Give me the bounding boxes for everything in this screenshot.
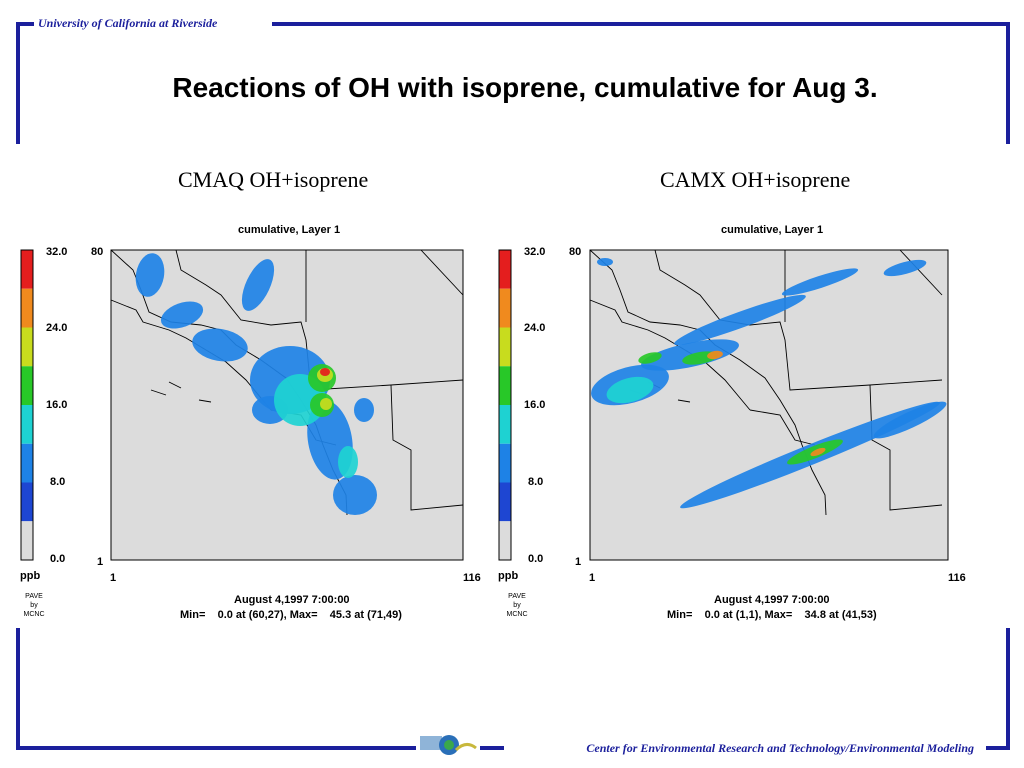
p1-plume-1 bbox=[241, 259, 275, 311]
p1-outline-2 bbox=[175, 249, 464, 391]
p2-credit-2: by bbox=[513, 602, 521, 609]
p1-tick-32: 32.0 bbox=[46, 246, 68, 258]
p1-minmax: Min= 0.0 at (60,27), Max= 45.3 at (71,49… bbox=[180, 609, 402, 621]
p1-outline-4 bbox=[420, 249, 464, 296]
p2-plume-8 bbox=[638, 352, 662, 364]
frame-bottom-end bbox=[986, 746, 1010, 750]
p1-unit: ppb bbox=[20, 570, 41, 582]
frame-bottom-right bbox=[480, 746, 504, 750]
frame-top-left bbox=[16, 22, 34, 26]
p2-colorbar-seg-6 bbox=[499, 482, 511, 522]
p2-unit: ppb bbox=[498, 570, 519, 582]
p2-outline-2 bbox=[654, 249, 943, 391]
university-label: University of California at Riverside bbox=[38, 16, 218, 30]
p1-tick-16: 16.0 bbox=[46, 399, 68, 411]
p2-outline-4 bbox=[899, 249, 943, 296]
p2-plume-3 bbox=[781, 268, 859, 296]
p2-plume-11 bbox=[810, 447, 826, 457]
p2-colorbar-seg-1 bbox=[499, 288, 511, 328]
p1-colorbar-seg-4 bbox=[21, 405, 33, 444]
frame-right-upper bbox=[1006, 22, 1010, 144]
p1-colorbar-seg-7 bbox=[21, 521, 33, 560]
p1-plume-6 bbox=[333, 475, 377, 515]
frame-left-lower bbox=[16, 628, 20, 750]
panel2-subtitle: cumulative, Layer 1 bbox=[721, 224, 824, 236]
p2-x-left: 1 bbox=[589, 572, 596, 584]
frame-bottom-left bbox=[16, 746, 416, 750]
p1-tick-0: 0.0 bbox=[50, 553, 66, 565]
p2-tick-0: 0.0 bbox=[528, 553, 544, 565]
p2-plume-12 bbox=[873, 401, 947, 439]
p1-y-top: 80 bbox=[91, 246, 104, 258]
p2-plume-13 bbox=[606, 376, 654, 404]
footer-label: Center for Environmental Research and Te… bbox=[586, 741, 974, 755]
p1-outline-5 bbox=[390, 384, 464, 511]
p1-plume-14 bbox=[320, 398, 332, 410]
frame-top-right bbox=[272, 22, 1010, 26]
p1-colorbar-seg-0 bbox=[21, 250, 33, 289]
p1-outline-7 bbox=[150, 381, 212, 403]
p2-outline-6 bbox=[749, 409, 816, 446]
frame-left-upper bbox=[16, 22, 20, 144]
slide-title: Reactions of OH with isoprene, cumulativ… bbox=[172, 72, 878, 103]
p2-colorbar-seg-3 bbox=[499, 366, 511, 405]
p1-tick-24: 24.0 bbox=[46, 322, 68, 334]
p2-tick-32: 32.0 bbox=[524, 246, 546, 258]
p2-credit-1: PAVE bbox=[508, 593, 526, 600]
p2-y-top: 80 bbox=[569, 246, 582, 258]
p2-credit: PAVE by MCNC bbox=[497, 592, 537, 619]
p2-colorbar-seg-5 bbox=[499, 443, 511, 483]
p2-minmax: Min= 0.0 at (1,1), Max= 34.8 at (41,53) bbox=[667, 609, 877, 621]
p2-plume-5 bbox=[597, 258, 613, 266]
p1-plume-11 bbox=[338, 446, 358, 478]
p1-colorbar-seg-3 bbox=[21, 366, 33, 405]
panel1-title: CMAQ OH+isoprene bbox=[178, 167, 369, 192]
p2-tick-8: 8.0 bbox=[528, 476, 544, 488]
frame-right-lower bbox=[1006, 628, 1010, 750]
p2-colorbar-seg-7 bbox=[499, 521, 511, 560]
p2-colorbar-seg-4 bbox=[499, 405, 511, 444]
p2-map-area bbox=[589, 249, 949, 561]
p1-colorbar-border bbox=[20, 249, 34, 561]
p2-colorbar-seg-2 bbox=[499, 327, 511, 367]
p1-credit-1: PAVE bbox=[25, 593, 43, 600]
p2-plume-2 bbox=[674, 294, 806, 346]
p1-plume-0 bbox=[135, 253, 165, 297]
p1-plume-3 bbox=[192, 328, 248, 362]
p1-credit-2: by bbox=[30, 602, 38, 609]
p1-y-bottom: 1 bbox=[97, 556, 104, 568]
p2-colorbar-border bbox=[498, 249, 512, 561]
p1-tick-8: 8.0 bbox=[50, 476, 66, 488]
p2-y-bottom: 1 bbox=[575, 556, 582, 568]
p2-colorbar-seg-0 bbox=[499, 250, 511, 289]
p1-plume-2 bbox=[160, 301, 204, 329]
p1-colorbar-seg-5 bbox=[21, 443, 33, 483]
p1-x-right: 116 bbox=[463, 572, 481, 584]
p2-x-right: 116 bbox=[948, 572, 966, 584]
p2-plume-7 bbox=[707, 350, 723, 360]
panel1-subtitle: cumulative, Layer 1 bbox=[238, 224, 341, 236]
p1-credit: PAVE by MCNC bbox=[14, 592, 54, 619]
p1-colorbar-seg-6 bbox=[21, 482, 33, 522]
p1-credit-3: MCNC bbox=[23, 611, 45, 618]
p1-date: August 4,1997 7:00:00 bbox=[234, 594, 350, 606]
p2-plume-4 bbox=[883, 259, 927, 277]
p1-plume-15 bbox=[354, 398, 374, 422]
p1-colorbar-seg-2 bbox=[21, 327, 33, 367]
p1-plume-13 bbox=[320, 368, 330, 376]
p2-tick-24: 24.0 bbox=[524, 322, 546, 334]
p2-date: August 4,1997 7:00:00 bbox=[714, 594, 830, 606]
p1-x-left: 1 bbox=[110, 572, 117, 584]
p2-tick-16: 16.0 bbox=[524, 399, 546, 411]
p2-credit-3: MCNC bbox=[506, 611, 528, 618]
panel2-title: CAMX OH+isoprene bbox=[660, 167, 851, 192]
p1-colorbar-seg-1 bbox=[21, 288, 33, 328]
